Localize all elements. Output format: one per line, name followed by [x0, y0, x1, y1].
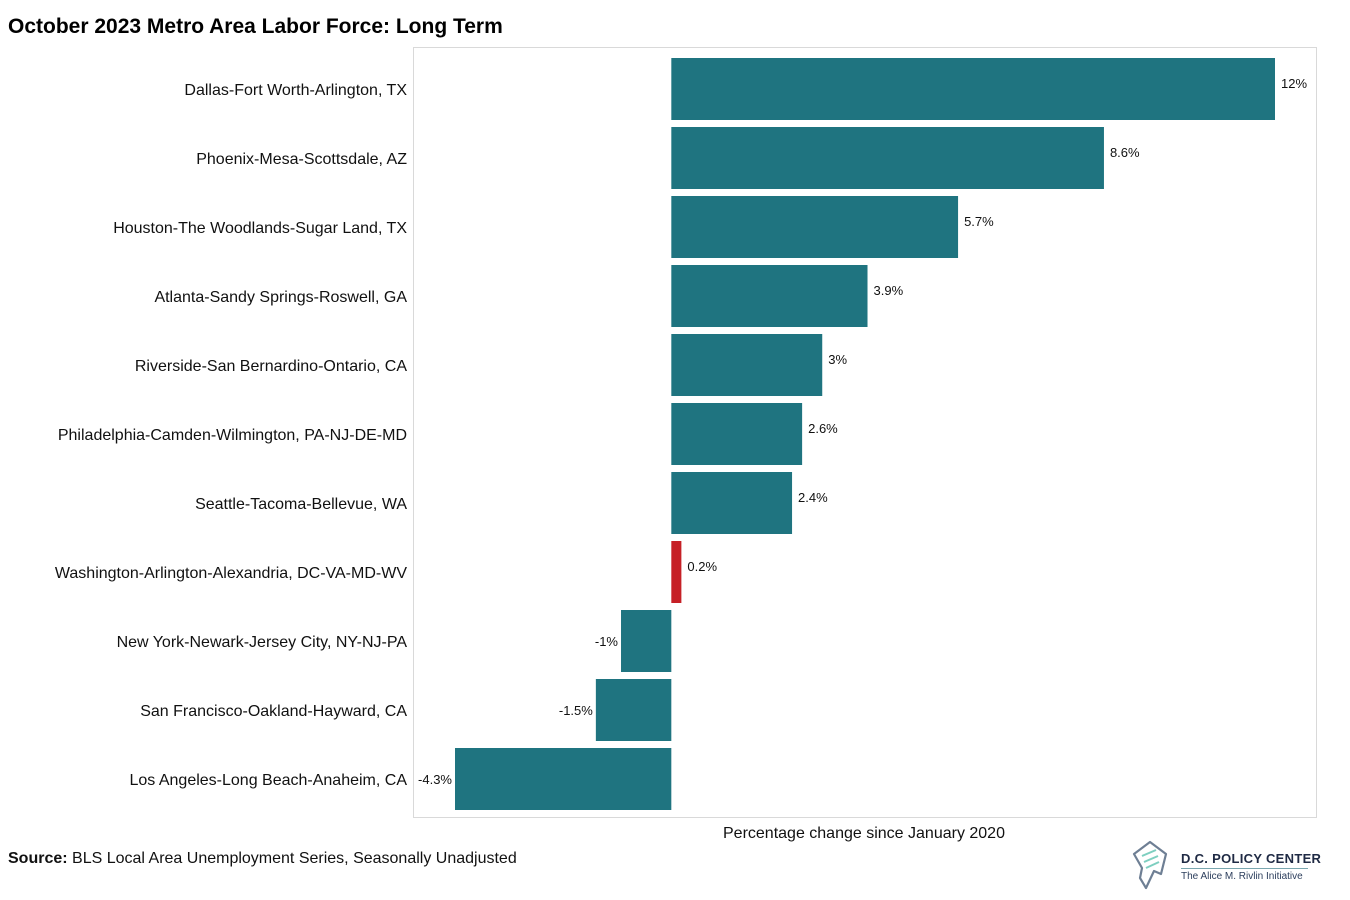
bar [671, 58, 1275, 120]
dc-policy-center-logo: D.C. POLICY CENTER The Alice M. Rivlin I… [1128, 838, 1328, 894]
logo-name: D.C. POLICY CENTER [1181, 851, 1322, 866]
bar [671, 541, 682, 603]
category-label: Dallas-Fort Worth-Arlington, TX [184, 82, 407, 99]
logo-subtitle: The Alice M. Rivlin Initiative [1181, 871, 1303, 882]
data-label: 8.6% [1110, 145, 1140, 160]
bar [671, 265, 868, 327]
data-label: -1% [595, 634, 619, 649]
category-label: Seattle-Tacoma-Bellevue, WA [195, 496, 407, 513]
plot-frame [413, 47, 1317, 818]
category-label: Riverside-San Bernardino-Ontario, CA [135, 358, 407, 375]
data-label: 12% [1281, 76, 1307, 91]
data-label: -1.5% [559, 703, 593, 718]
category-label: San Francisco-Oakland-Hayward, CA [140, 703, 407, 720]
source-text: BLS Local Area Unemployment Series, Seas… [72, 850, 517, 867]
chart-title: October 2023 Metro Area Labor Force: Lon… [8, 15, 503, 38]
category-label: Philadelphia-Camden-Wilmington, PA-NJ-DE… [58, 427, 407, 444]
category-label: Houston-The Woodlands-Sugar Land, TX [113, 220, 407, 237]
data-label: 0.2% [687, 559, 717, 574]
source-label: Source: [8, 850, 68, 867]
data-label: 3.9% [874, 283, 904, 298]
data-label: 2.6% [808, 421, 838, 436]
bar [621, 610, 672, 672]
bar [671, 127, 1104, 189]
category-label: Phoenix-Mesa-Scottsdale, AZ [196, 151, 407, 168]
bar [671, 472, 793, 534]
category-label: Washington-Arlington-Alexandria, DC-VA-M… [55, 565, 407, 582]
bar [455, 748, 672, 810]
category-label: Los Angeles-Long Beach-Anaheim, CA [129, 772, 407, 789]
x-axis-label: Percentage change since January 2020 [723, 825, 1005, 842]
data-label: 5.7% [964, 214, 994, 229]
category-label: New York-Newark-Jersey City, NY-NJ-PA [117, 634, 408, 651]
data-label: 2.4% [798, 490, 828, 505]
bar [671, 334, 823, 396]
dc-map-icon [1132, 840, 1168, 890]
bar [595, 679, 672, 741]
bar [671, 196, 959, 258]
data-label: -4.3% [418, 772, 452, 787]
category-label: Atlanta-Sandy Springs-Roswell, GA [154, 289, 407, 306]
data-label: 3% [828, 352, 847, 367]
bar [671, 403, 803, 465]
logo-divider [1181, 868, 1308, 869]
source-note: Source: BLS Local Area Unemployment Seri… [8, 850, 517, 868]
